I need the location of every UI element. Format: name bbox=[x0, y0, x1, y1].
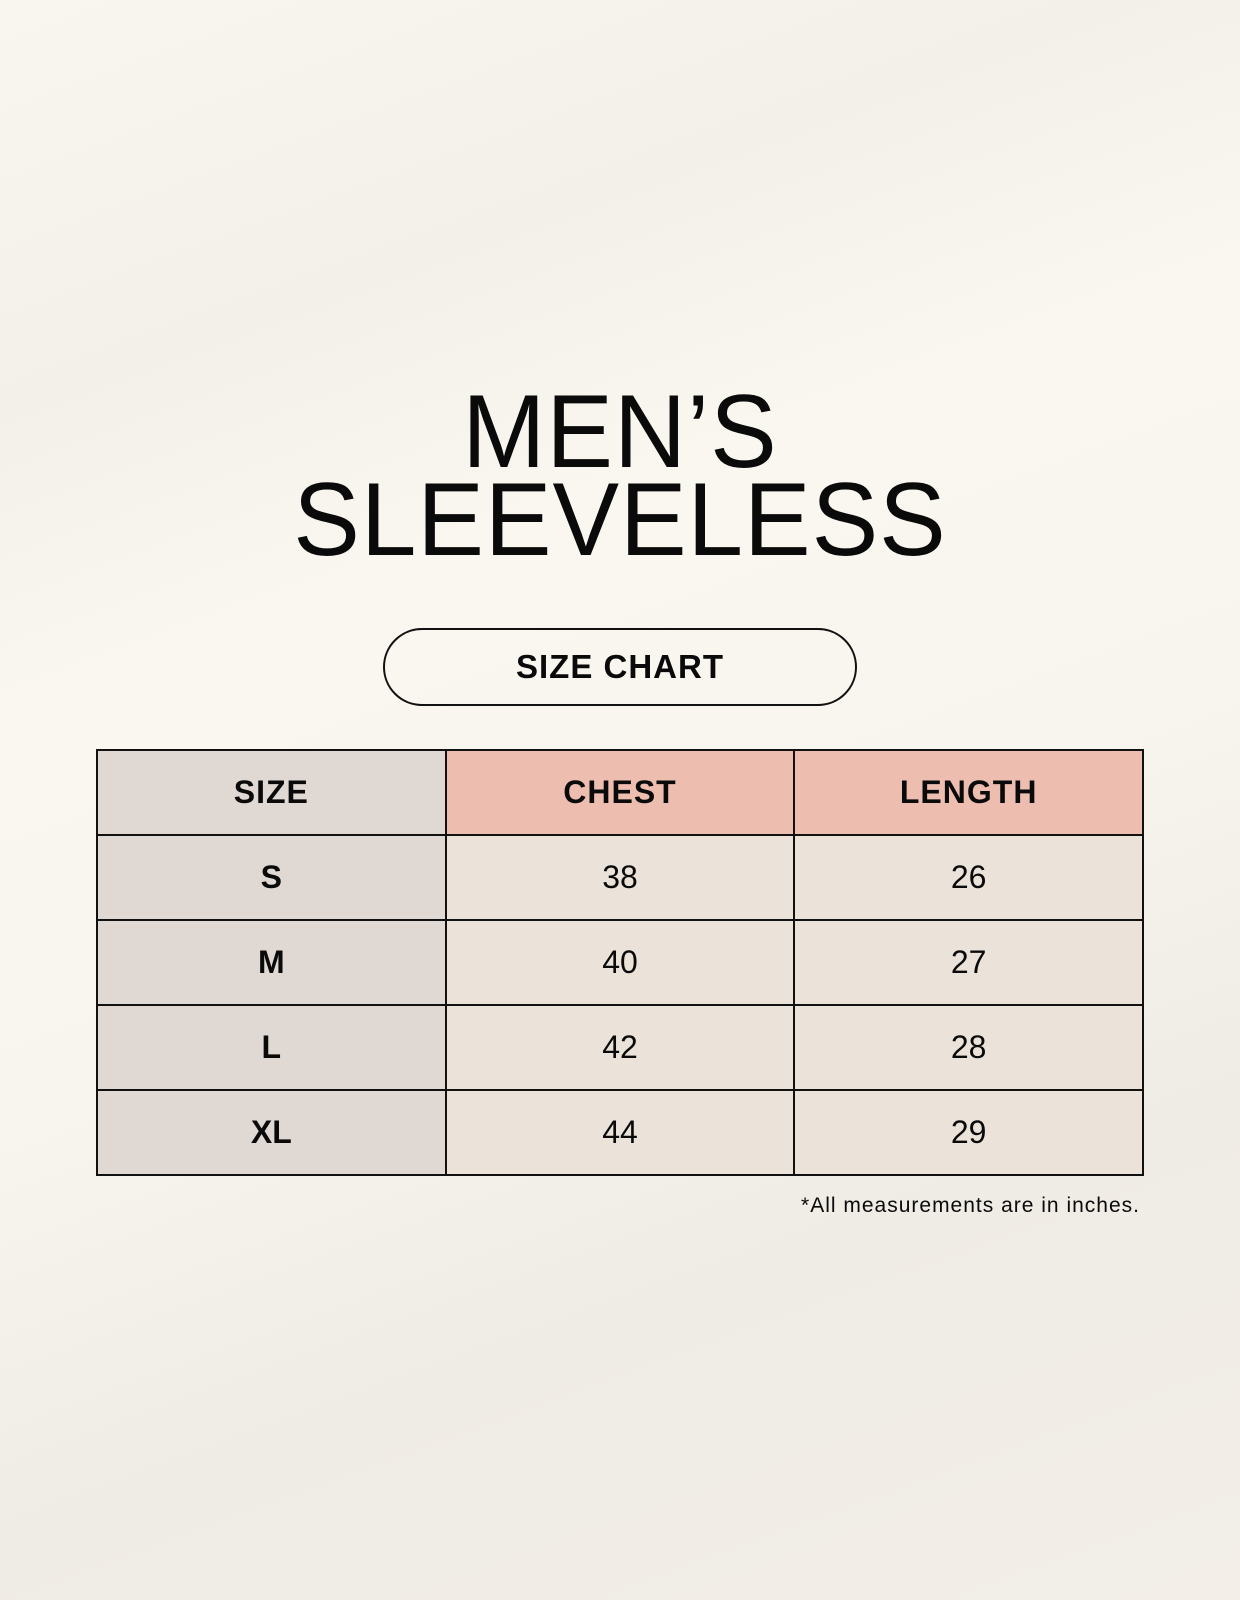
size-cell: L bbox=[96, 1004, 447, 1091]
header-chest: CHEST bbox=[444, 749, 796, 836]
size-chart-badge: SIZE CHART bbox=[383, 628, 857, 706]
title-line-2: SLEEVELESS bbox=[293, 462, 947, 578]
table-row: L 42 28 bbox=[96, 1004, 1144, 1091]
page-title: MEN’S SLEEVELESS bbox=[25, 374, 1215, 578]
length-cell: 29 bbox=[793, 1089, 1144, 1176]
chest-cell: 40 bbox=[444, 919, 796, 1006]
size-table: SIZE CHEST LENGTH S 38 26 M 40 27 L 42 2… bbox=[96, 749, 1144, 1176]
chest-cell: 42 bbox=[444, 1004, 796, 1091]
size-cell: M bbox=[96, 919, 447, 1006]
length-cell: 27 bbox=[793, 919, 1144, 1006]
length-cell: 26 bbox=[793, 834, 1144, 921]
table-row: S 38 26 bbox=[96, 834, 1144, 921]
table-row: M 40 27 bbox=[96, 919, 1144, 1006]
size-cell: S bbox=[96, 834, 447, 921]
chest-cell: 44 bbox=[444, 1089, 796, 1176]
header-length: LENGTH bbox=[793, 749, 1144, 836]
header-size: SIZE bbox=[96, 749, 447, 836]
size-cell: XL bbox=[96, 1089, 447, 1176]
table-row: XL 44 29 bbox=[96, 1089, 1144, 1176]
title-line-1: MEN’S bbox=[462, 374, 778, 490]
length-cell: 28 bbox=[793, 1004, 1144, 1091]
footnote: *All measurements are in inches. bbox=[801, 1194, 1140, 1217]
chest-cell: 38 bbox=[444, 834, 796, 921]
table-header-row: SIZE CHEST LENGTH bbox=[96, 749, 1144, 836]
